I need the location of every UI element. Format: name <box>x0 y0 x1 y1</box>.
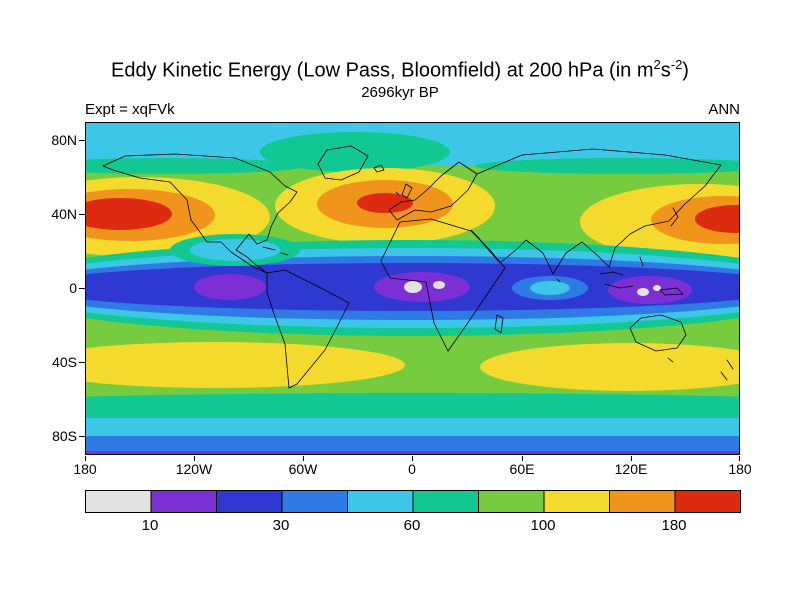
x-axis-tick <box>85 456 86 461</box>
y-tick-label: 40S <box>52 354 77 370</box>
title-superscript: 2 <box>653 57 661 72</box>
colorbar-segment <box>478 490 545 513</box>
colorbar-tick-label: 180 <box>661 517 687 534</box>
x-tick-label: 120W <box>175 461 213 477</box>
coast-sri-lanka <box>556 278 561 283</box>
coast-africa <box>380 218 506 352</box>
y-axis-tick <box>79 436 85 437</box>
y-tick-label: 80S <box>52 428 77 444</box>
coast-madagascar <box>494 314 504 334</box>
colorbar-tick-label: 100 <box>530 517 556 534</box>
x-axis-tick <box>412 456 413 461</box>
coast-tasmania <box>667 357 674 363</box>
colorbar-segment <box>85 490 152 513</box>
colorbar-segment <box>281 490 348 513</box>
title-text: ) <box>682 59 689 82</box>
map-plot <box>85 122 740 455</box>
coast-japan <box>670 207 679 227</box>
coast-south-america <box>266 269 350 389</box>
title-text: Eddy Kinetic Energy (Low Pass, Bloomfiel… <box>111 59 654 82</box>
x-axis-tick <box>522 456 523 461</box>
colorbar-segment <box>543 490 610 513</box>
season-label: ANN <box>708 101 740 118</box>
y-axis-tick <box>79 362 85 363</box>
coast-australia <box>629 314 687 352</box>
x-tick-label: 180 <box>73 461 97 477</box>
colorbar-segment <box>216 490 283 513</box>
coast-greenland <box>317 145 369 181</box>
x-axis-tick <box>631 456 632 461</box>
colorbar-segment <box>347 490 414 513</box>
y-tick-label: 80N <box>51 132 77 148</box>
coastlines <box>102 145 734 389</box>
x-axis-tick <box>739 456 740 461</box>
colorbar-segment <box>609 490 676 513</box>
coast-british-isles <box>395 183 413 199</box>
x-tick-label: 0 <box>408 461 416 477</box>
contour-fill-field <box>85 122 740 455</box>
colorbar <box>85 490 741 513</box>
coast-europe <box>388 161 478 221</box>
map-frame <box>85 122 740 455</box>
x-tick-label: 120E <box>614 461 648 477</box>
colorbar-segment <box>150 490 217 513</box>
colorbar-segment <box>674 490 741 513</box>
coast-new-zealand <box>720 359 734 381</box>
colorbar-tick-label: 60 <box>403 517 421 534</box>
colorbar-tick-label: 30 <box>272 517 290 534</box>
y-axis-tick <box>79 140 85 141</box>
page-title: Eddy Kinetic Energy (Low Pass, Bloomfiel… <box>0 57 800 83</box>
experiment-label: Expt = xqFVk <box>85 101 175 118</box>
y-tick-label: 0 <box>69 280 77 296</box>
coast-indonesia <box>599 256 644 289</box>
x-tick-label: 60E <box>509 461 535 477</box>
coast-north-america <box>102 153 298 274</box>
subtitle: 2696kyr BP <box>361 84 439 101</box>
title-superscript: -2 <box>670 57 683 72</box>
coast-iceland <box>373 164 385 173</box>
x-axis-tick <box>303 456 304 461</box>
coast-asia <box>470 148 722 275</box>
colorbar-segment <box>412 490 479 513</box>
y-axis-tick <box>79 288 85 289</box>
coast-new-guinea <box>659 287 684 296</box>
title-text: s <box>660 59 671 82</box>
coast-caribbean-islands <box>262 246 289 256</box>
x-tick-label: 180 <box>728 461 752 477</box>
x-tick-label: 60W <box>288 461 318 477</box>
x-axis-tick <box>194 456 195 461</box>
y-tick-label: 40N <box>51 206 77 222</box>
colorbar-tick-label: 10 <box>141 517 159 534</box>
y-axis-tick <box>79 214 85 215</box>
